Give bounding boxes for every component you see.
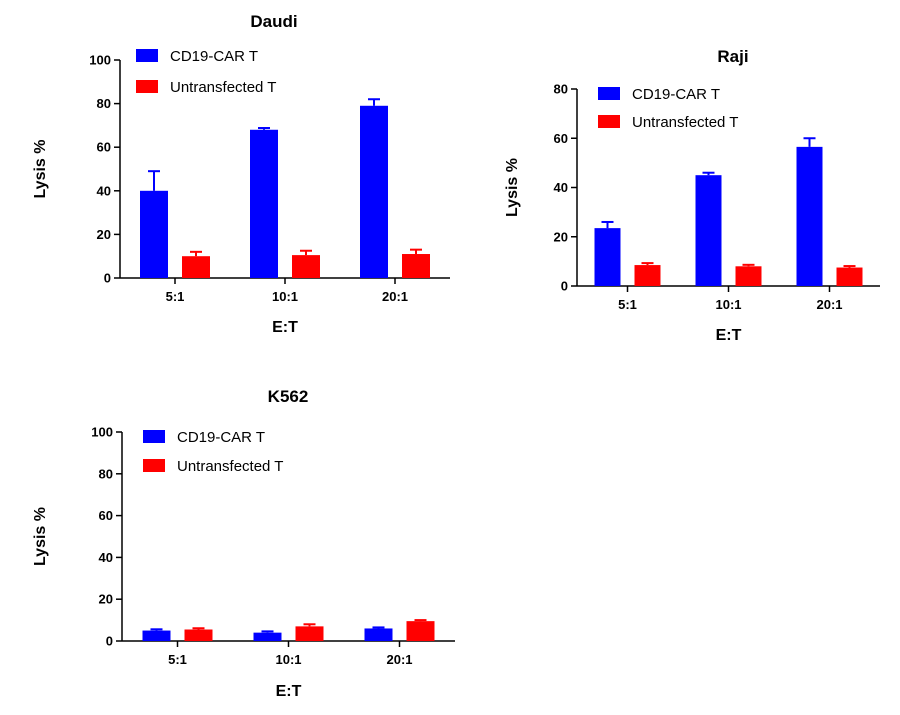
k562-legend-swatch-untransfected-t bbox=[143, 459, 165, 472]
daudi-x-axis-label: E:T bbox=[272, 319, 298, 336]
daudi-x-tick-label: 20:1 bbox=[382, 289, 408, 304]
k562-y-tick-label: 60 bbox=[99, 508, 113, 523]
daudi-bar-untransfected-t-20-1 bbox=[402, 254, 430, 278]
daudi-y-tick-label: 80 bbox=[97, 96, 111, 111]
raji-bar-untransfected-t-20-1 bbox=[836, 267, 863, 286]
raji-x-tick-label: 10:1 bbox=[715, 297, 741, 312]
k562-y-axis-label: Lysis % bbox=[32, 507, 49, 566]
k562-bar-cd19-car-t-20-1 bbox=[364, 628, 393, 641]
daudi-y-tick-label: 40 bbox=[97, 183, 111, 198]
raji-x-tick-label: 5:1 bbox=[618, 297, 637, 312]
daudi-bar-cd19-car-t-5-1 bbox=[140, 190, 168, 278]
k562-x-axis-label: E:T bbox=[276, 683, 302, 700]
daudi-bar-cd19-car-t-20-1 bbox=[360, 105, 388, 278]
raji-title: Raji bbox=[717, 47, 748, 66]
k562-legend-swatch-cd19-car-t bbox=[143, 430, 165, 443]
daudi-legend-label-untransfected-t: Untransfected T bbox=[170, 79, 276, 96]
k562-y-tick-label: 100 bbox=[91, 425, 113, 440]
raji-bar-cd19-car-t-10-1 bbox=[695, 175, 722, 286]
daudi-y-tick-label: 0 bbox=[104, 271, 111, 286]
daudi-x-tick-label: 5:1 bbox=[166, 289, 185, 304]
daudi-legend-swatch-cd19-car-t bbox=[136, 49, 158, 62]
daudi-legend-label-cd19-car-t: CD19-CAR T bbox=[170, 48, 258, 65]
raji-x-tick-label: 20:1 bbox=[816, 297, 842, 312]
daudi-bar-untransfected-t-5-1 bbox=[182, 256, 210, 278]
panel-k562: K562 Lysis % E:T 0 20 40 60 80 100 5:1 10:1 20:1 CD1… bbox=[32, 387, 455, 700]
daudi-title: Daudi bbox=[250, 12, 297, 31]
k562-x-tick-label: 10:1 bbox=[275, 652, 301, 667]
raji-y-tick-label: 20 bbox=[554, 229, 568, 244]
raji-y-tick-label: 80 bbox=[554, 82, 568, 97]
k562-y-tick-label: 40 bbox=[99, 550, 113, 565]
raji-x-axis-label: E:T bbox=[716, 327, 742, 344]
raji-y-axis-label: Lysis % bbox=[504, 158, 521, 217]
k562-x-tick-label: 20:1 bbox=[386, 652, 412, 667]
daudi-x-tick-label: 10:1 bbox=[272, 289, 298, 304]
daudi-y-tick-label: 20 bbox=[97, 227, 111, 242]
raji-bar-untransfected-t-10-1 bbox=[735, 266, 762, 286]
k562-bar-untransfected-t-5-1 bbox=[184, 629, 213, 641]
k562-title: K562 bbox=[268, 387, 309, 406]
raji-legend-label-cd19-car-t: CD19-CAR T bbox=[632, 86, 720, 103]
k562-x-tick-label: 5:1 bbox=[168, 652, 187, 667]
panel-daudi: Daudi Lysis % E:T 0 20 40 60 80 100 5:1 10:1 20:1 CD… bbox=[32, 12, 450, 336]
k562-y-tick-label: 0 bbox=[106, 634, 113, 649]
raji-y-tick-label: 0 bbox=[561, 279, 568, 294]
k562-legend-label-untransfected-t: Untransfected T bbox=[177, 458, 283, 475]
daudi-y-tick-label: 60 bbox=[97, 140, 111, 155]
k562-bar-cd19-car-t-5-1 bbox=[142, 630, 171, 641]
panel-raji: Raji Lysis % E:T 0 20 40 60 80 5:1 10:1 20:1 CD19-C… bbox=[504, 47, 880, 344]
raji-bar-untransfected-t-5-1 bbox=[634, 265, 661, 286]
raji-legend-swatch-untransfected-t bbox=[598, 115, 620, 128]
daudi-legend-swatch-untransfected-t bbox=[136, 80, 158, 93]
k562-bar-cd19-car-t-10-1 bbox=[253, 632, 282, 641]
k562-y-tick-label: 20 bbox=[99, 592, 113, 607]
k562-legend-label-cd19-car-t: CD19-CAR T bbox=[177, 429, 265, 446]
raji-y-tick-label: 40 bbox=[554, 180, 568, 195]
raji-legend-swatch-cd19-car-t bbox=[598, 87, 620, 100]
k562-bar-untransfected-t-10-1 bbox=[295, 626, 324, 641]
raji-y-tick-label: 60 bbox=[554, 131, 568, 146]
raji-bar-cd19-car-t-20-1 bbox=[796, 146, 823, 286]
daudi-bar-untransfected-t-10-1 bbox=[292, 255, 320, 278]
daudi-y-tick-label: 100 bbox=[89, 53, 111, 68]
raji-legend-label-untransfected-t: Untransfected T bbox=[632, 114, 738, 131]
k562-y-tick-label: 80 bbox=[99, 466, 113, 481]
raji-bar-cd19-car-t-5-1 bbox=[594, 228, 621, 286]
k562-bar-untransfected-t-20-1 bbox=[406, 621, 435, 641]
daudi-bar-cd19-car-t-10-1 bbox=[250, 129, 278, 278]
daudi-y-axis-label: Lysis % bbox=[32, 140, 49, 199]
